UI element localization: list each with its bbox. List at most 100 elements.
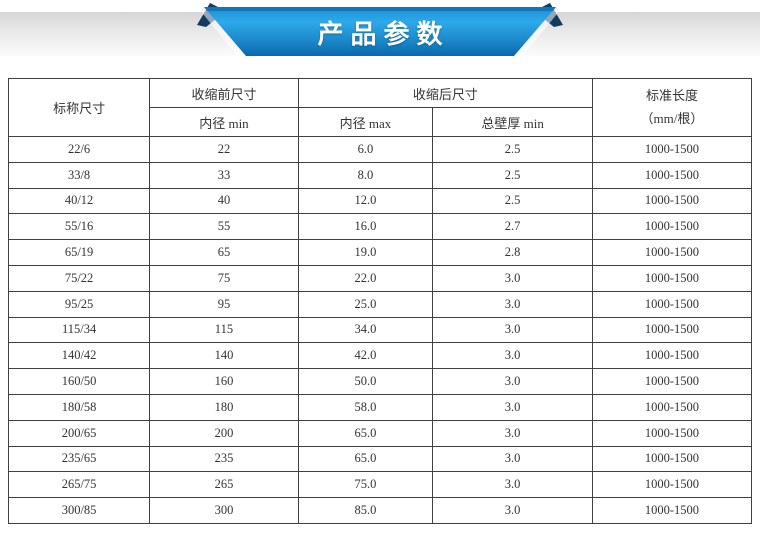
table-cell: 300/85 <box>7 497 151 524</box>
table-row: 140/42 140 42.0 3.0 1000-1500 <box>7 342 753 370</box>
table-body: 22/6 22 6.0 2.5 1000-1500 33/8 33 8.0 2.5 1000-15… <box>7 136 753 524</box>
table-cell: 2.8 <box>432 239 593 266</box>
table-cell: 140/42 <box>7 342 151 370</box>
table-cell: 115 <box>149 316 299 344</box>
table-cell: 1000-1500 <box>591 290 753 318</box>
table-cell: 65 <box>149 239 299 266</box>
table-row: 300/85 300 85.0 3.0 1000-1500 <box>7 497 753 524</box>
table-cell: 42.0 <box>297 342 434 370</box>
table-row: 200/65 200 65.0 3.0 1000-1500 <box>7 419 753 447</box>
table-cell: 3.0 <box>432 497 593 524</box>
page-title: 产品参数 <box>317 19 450 49</box>
table-row: 55/16 55 16.0 2.7 1000-1500 <box>7 213 753 241</box>
table-cell: 58.0 <box>297 393 434 421</box>
table-cell: 40 <box>149 187 299 215</box>
table-cell: 22.0 <box>297 264 434 292</box>
table-cell: 1000-1500 <box>591 213 753 241</box>
header-row-1: 标称尺寸 收缩前尺寸 收缩后尺寸 标准长度 （mm/根） <box>7 78 753 137</box>
table-cell: 1000-1500 <box>591 368 753 395</box>
table-cell: 55/16 <box>7 213 151 241</box>
table-cell: 3.0 <box>432 316 593 344</box>
table-cell: 3.0 <box>432 471 593 499</box>
table-cell: 3.0 <box>432 393 593 421</box>
table-cell: 95 <box>149 290 299 318</box>
table-row: 65/19 65 19.0 2.8 1000-1500 <box>7 239 753 266</box>
table-cell: 75/22 <box>7 264 151 292</box>
table-cell: 2.5 <box>432 187 593 215</box>
table-cell: 1000-1500 <box>591 445 753 473</box>
table-cell: 50.0 <box>297 368 434 395</box>
table-cell: 180/58 <box>7 393 151 421</box>
table-cell: 1000-1500 <box>591 419 753 447</box>
table-cell: 265 <box>149 471 299 499</box>
table-cell: 235 <box>149 445 299 473</box>
table-cell: 55 <box>149 213 299 241</box>
table-cell: 115/34 <box>7 316 151 344</box>
table-cell: 3.0 <box>432 342 593 370</box>
table-cell: 25.0 <box>297 290 434 318</box>
table-cell: 19.0 <box>297 239 434 266</box>
table-cell: 12.0 <box>297 187 434 215</box>
table-cell: 40/12 <box>7 187 151 215</box>
table-cell: 2.7 <box>432 213 593 241</box>
header-post-shrink-group: 收缩后尺寸 <box>297 78 593 108</box>
table-cell: 3.0 <box>432 290 593 318</box>
table-cell: 1000-1500 <box>591 316 753 344</box>
table-cell: 200/65 <box>7 419 151 447</box>
banner-ribbon <box>204 7 556 56</box>
table-cell: 160/50 <box>7 368 151 395</box>
table-cell: 85.0 <box>297 497 434 524</box>
table-cell: 16.0 <box>297 213 434 241</box>
table-cell: 1000-1500 <box>591 136 753 163</box>
table-cell: 1000-1500 <box>591 471 753 499</box>
table-cell: 75 <box>149 264 299 292</box>
header-nominal-size: 标称尺寸 <box>7 78 151 137</box>
table-row: 160/50 160 50.0 3.0 1000-1500 <box>7 368 753 395</box>
table-cell: 2.5 <box>432 161 593 189</box>
table-cell: 1000-1500 <box>591 393 753 421</box>
table-cell: 1000-1500 <box>591 187 753 215</box>
table-cell: 300 <box>149 497 299 524</box>
table-cell: 6.0 <box>297 136 434 163</box>
table-row: 180/58 180 58.0 3.0 1000-1500 <box>7 393 753 421</box>
table-cell: 1000-1500 <box>591 342 753 370</box>
table-cell: 95/25 <box>7 290 151 318</box>
table-cell: 33/8 <box>7 161 151 189</box>
table-cell: 1000-1500 <box>591 239 753 266</box>
header-standard-length-line2: （mm/根） <box>640 110 704 126</box>
table-cell: 3.0 <box>432 419 593 447</box>
table-row: 22/6 22 6.0 2.5 1000-1500 <box>7 136 753 163</box>
table-row: 115/34 115 34.0 3.0 1000-1500 <box>7 316 753 344</box>
table-cell: 200 <box>149 419 299 447</box>
table-cell: 3.0 <box>432 445 593 473</box>
table-cell: 160 <box>149 368 299 395</box>
table-cell: 2.5 <box>432 136 593 163</box>
table-cell: 34.0 <box>297 316 434 344</box>
table-cell: 1000-1500 <box>591 264 753 292</box>
table-cell: 235/65 <box>7 445 151 473</box>
table-row: 95/25 95 25.0 3.0 1000-1500 <box>7 290 753 318</box>
table-cell: 65/19 <box>7 239 151 266</box>
header-row-2: 内径 min 内径 max 总壁厚 min <box>9 107 752 137</box>
table-cell: 22 <box>149 136 299 163</box>
table-cell: 1000-1500 <box>591 497 753 524</box>
table-wrap: 标称尺寸 收缩前尺寸 收缩后尺寸 标准长度 （mm/根） 内径 min 内径 m… <box>7 78 753 524</box>
table-row: 40/12 40 12.0 2.5 1000-1500 <box>7 187 753 215</box>
table-cell: 65.0 <box>297 419 434 447</box>
table-row: 33/8 33 8.0 2.5 1000-1500 <box>7 161 753 189</box>
table-row: 235/65 235 65.0 3.0 1000-1500 <box>7 445 753 473</box>
table-row: 265/75 265 75.0 3.0 1000-1500 <box>7 471 753 499</box>
table-row: 75/22 75 22.0 3.0 1000-1500 <box>7 264 753 292</box>
header-pre-shrink-group: 收缩前尺寸 <box>149 78 299 108</box>
table-cell: 33 <box>149 161 299 189</box>
table-cell: 180 <box>149 393 299 421</box>
banner-area: 产品参数 <box>0 0 760 78</box>
table-cell: 65.0 <box>297 445 434 473</box>
header-standard-length: 标准长度 （mm/根） <box>591 78 753 137</box>
table-cell: 8.0 <box>297 161 434 189</box>
table-cell: 265/75 <box>7 471 151 499</box>
table-header: 标称尺寸 收缩前尺寸 收缩后尺寸 标准长度 （mm/根） 内径 min 内径 m… <box>7 78 753 137</box>
header-inner-diameter-max: 内径 max <box>297 107 434 137</box>
table-cell: 3.0 <box>432 264 593 292</box>
